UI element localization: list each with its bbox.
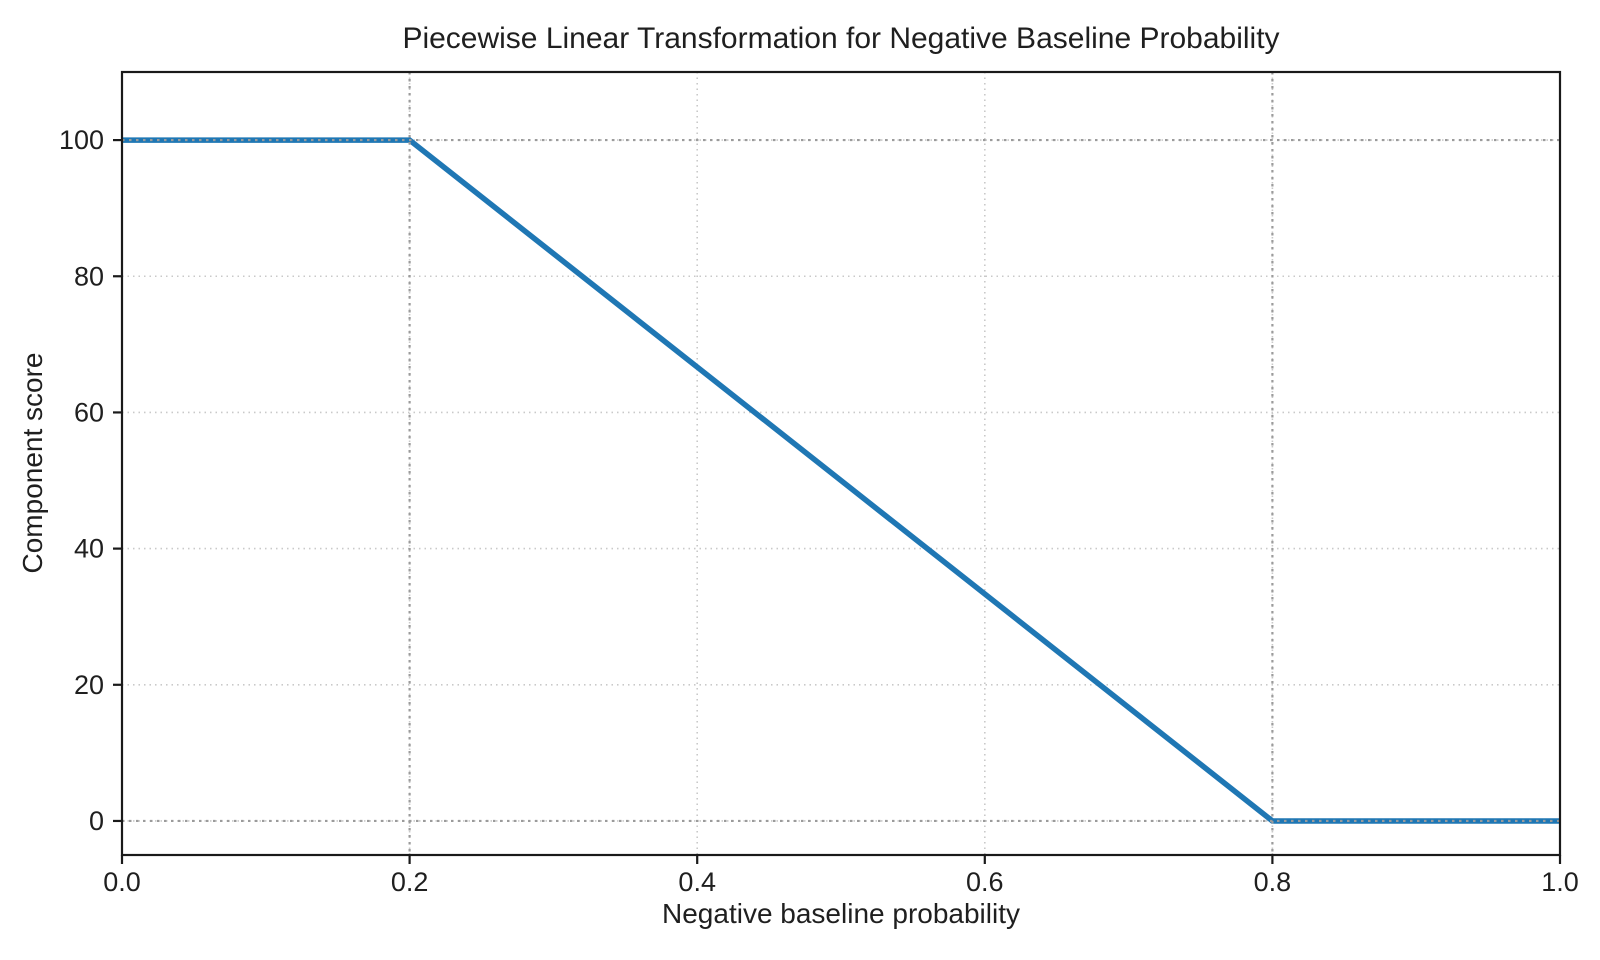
y-tick-label: 80 xyxy=(74,261,104,291)
x-tick-label: 0.0 xyxy=(103,867,141,897)
x-axis-label: Negative baseline probability xyxy=(662,898,1020,929)
x-tick-label: 0.6 xyxy=(966,867,1004,897)
x-tick-label: 0.2 xyxy=(391,867,429,897)
y-tick-label: 0 xyxy=(89,806,104,836)
x-tick-labels: 0.0 0.2 0.4 0.6 0.8 1.0 xyxy=(103,867,1579,897)
grid-layer xyxy=(122,72,1560,855)
plot-border xyxy=(120,70,1562,857)
x-axis-ticks xyxy=(120,855,1562,864)
reference-lines-layer xyxy=(122,72,1560,855)
x-tick-label: 1.0 xyxy=(1541,867,1579,897)
x-tick-label: 0.4 xyxy=(678,867,716,897)
y-tick-label: 60 xyxy=(74,397,104,427)
y-tick-labels: 0 20 40 60 80 100 xyxy=(59,125,104,836)
chart-title: Piecewise Linear Transformation for Nega… xyxy=(402,22,1279,55)
line-series xyxy=(122,137,1560,824)
y-tick-label: 20 xyxy=(74,670,104,700)
y-axis-label: Component score xyxy=(17,352,48,573)
x-tick-label: 0.8 xyxy=(1254,867,1292,897)
y-tick-label: 100 xyxy=(59,125,104,155)
y-axis-ticks xyxy=(113,138,122,823)
y-tick-label: 40 xyxy=(74,534,104,564)
